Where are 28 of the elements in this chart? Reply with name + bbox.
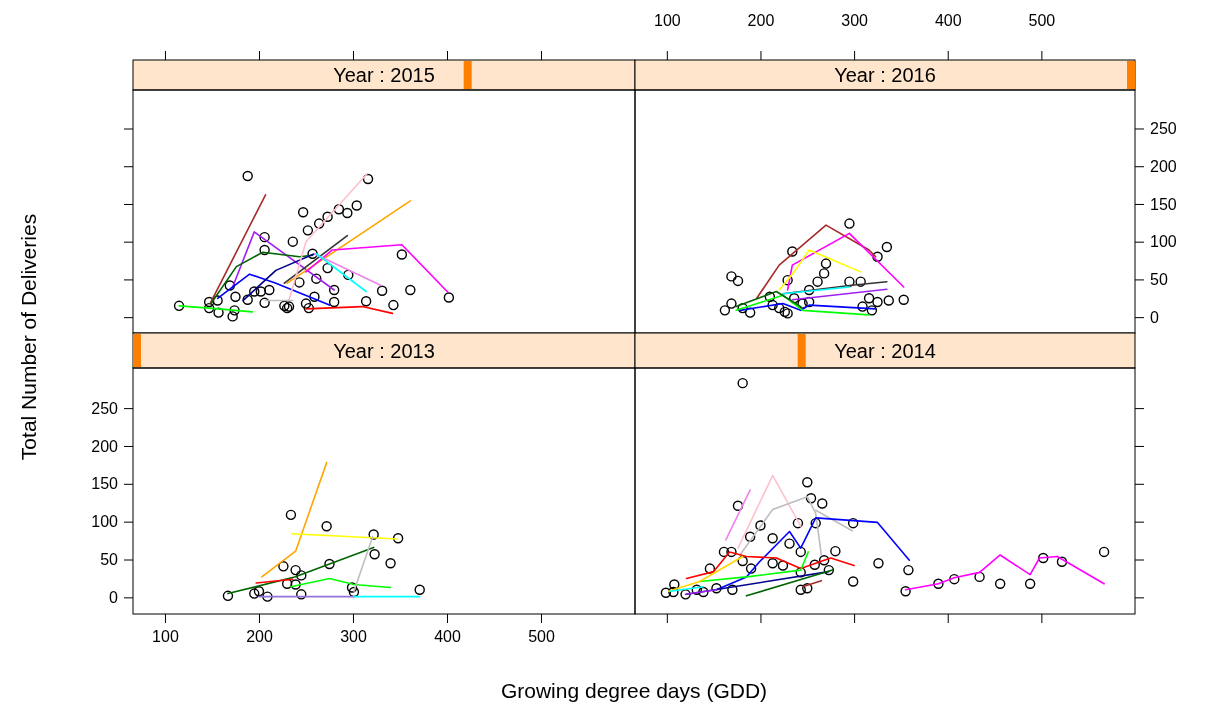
chart-title: Year : 2014 — [834, 339, 936, 362]
x-axis-title: Growing degree days (GDD) — [500, 679, 768, 702]
x-tick-label: 100 — [152, 628, 179, 646]
chart-title: Year : 2016 — [834, 64, 936, 86]
y-tick-label: 150 — [91, 475, 119, 493]
y-tick-label: 100 — [91, 513, 119, 531]
y-tick-label: 250 — [1150, 120, 1177, 138]
chart-title: Year : 2013 — [333, 339, 435, 362]
x-tick-label: 200 — [246, 628, 273, 646]
x-tick-label: 500 — [528, 628, 555, 646]
y-tick-label: 150 — [1150, 195, 1177, 213]
y-tick-label: 100 — [1150, 233, 1177, 251]
y-tick-label: 0 — [109, 588, 119, 606]
y-tick-label: 50 — [1150, 271, 1168, 289]
x-tick-label: 100 — [653, 12, 681, 29]
y-tick-label: 200 — [1150, 157, 1177, 175]
x-tick-label: 400 — [934, 12, 962, 29]
x-tick-label: 300 — [841, 12, 869, 29]
y-axis-title: Total Number of Deliveries — [17, 213, 40, 461]
y-tick-label: 0 — [1150, 308, 1159, 326]
y-tick-label: 50 — [100, 551, 119, 569]
x-tick-label: 300 — [340, 628, 367, 646]
y-tick-label: 200 — [91, 437, 119, 455]
y-tick-label: 250 — [91, 399, 119, 417]
x-tick-label: 500 — [1028, 12, 1056, 29]
x-tick-label: 400 — [434, 628, 461, 646]
x-tick-label: 200 — [747, 12, 775, 29]
chart-title: Year : 2015 — [333, 64, 435, 86]
